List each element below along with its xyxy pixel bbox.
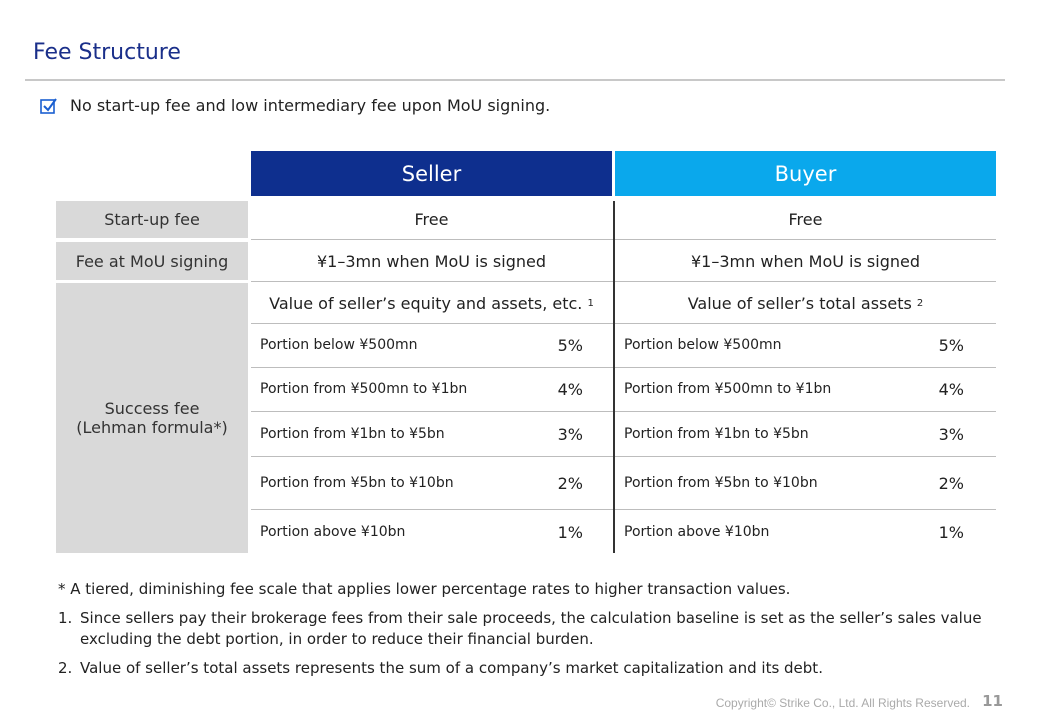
page-number: 11 — [982, 692, 1003, 710]
buyer-tier-label: Portion below ¥500mn — [624, 337, 782, 353]
copyright: Copyright© Strike Co., Ltd. All Rights R… — [715, 696, 970, 710]
bullet-point: No start-up fee and low intermediary fee… — [40, 96, 550, 115]
buyer-tier-pct: 1% — [938, 523, 964, 542]
row-label-mou: Fee at MoU signing — [56, 242, 248, 280]
buyer-basis-text: Value of seller’s total assets — [687, 293, 912, 313]
success-label-line1: Success fee — [104, 399, 200, 418]
seller-basis-text: Value of seller’s equity and assets, etc… — [269, 293, 583, 313]
header-buyer: Buyer — [615, 151, 996, 196]
row-divider — [251, 281, 996, 282]
cell-seller-basis: Value of seller’s equity and assets, etc… — [251, 283, 612, 323]
footnote-marker: 1 — [587, 297, 594, 309]
row-label-startup: Start-up fee — [56, 201, 248, 238]
seller-tier-label: Portion below ¥500mn — [260, 337, 418, 353]
footnote-1: 1. Since sellers pay their brokerage fee… — [58, 608, 998, 650]
footnote-number: 1. — [58, 609, 73, 627]
checkbox-checked-icon — [40, 97, 57, 114]
row-divider — [251, 509, 996, 510]
bullet-text: No start-up fee and low intermediary fee… — [70, 96, 551, 115]
seller-tier-label: Portion above ¥10bn — [260, 524, 406, 540]
footnote-number: 2. — [58, 659, 73, 677]
seller-tier-pct: 2% — [557, 474, 583, 493]
cell-buyer-startup: Free — [788, 210, 823, 229]
row-divider — [251, 456, 996, 457]
cell-buyer-basis: Value of seller’s total assets 2 — [615, 283, 996, 323]
buyer-tier-label: Portion from ¥500mn to ¥1bn — [624, 381, 832, 397]
title-divider — [25, 79, 1005, 81]
row-label-success: Success fee (Lehman formula*) — [56, 283, 248, 553]
buyer-tier-pct: 5% — [938, 336, 964, 355]
seller-tier-pct: 5% — [557, 336, 583, 355]
footnote-text: Since sellers pay their brokerage fees f… — [80, 609, 982, 648]
seller-tier-pct: 1% — [557, 523, 583, 542]
footnote-star: * A tiered, diminishing fee scale that a… — [58, 580, 791, 598]
seller-tier-label: Portion from ¥500mn to ¥1bn — [260, 381, 468, 397]
buyer-tier-pct: 4% — [938, 380, 964, 399]
page-title: Fee Structure — [33, 40, 181, 65]
seller-tier-label: Portion from ¥5bn to ¥10bn — [260, 475, 454, 491]
buyer-tier-label: Portion from ¥1bn to ¥5bn — [624, 426, 809, 442]
seller-tier-label: Portion from ¥1bn to ¥5bn — [260, 426, 445, 442]
cell-seller-mou: ¥1–3mn when MoU is signed — [317, 251, 546, 271]
seller-tier-pct: 3% — [557, 425, 583, 444]
row-divider — [251, 323, 996, 324]
header-seller: Seller — [251, 151, 612, 196]
seller-tier-pct: 4% — [557, 380, 583, 399]
row-divider — [251, 239, 996, 240]
cell-buyer-mou: ¥1–3mn when MoU is signed — [691, 251, 920, 271]
cell-seller-startup: Free — [414, 210, 449, 229]
buyer-tier-pct: 3% — [938, 425, 964, 444]
buyer-tier-pct: 2% — [938, 474, 964, 493]
row-divider — [251, 411, 996, 412]
footnote-text: Value of seller’s total assets represent… — [80, 659, 823, 677]
footnote-marker: 2 — [916, 297, 924, 309]
footnote-2: 2. Value of seller’s total assets repres… — [58, 658, 998, 679]
row-divider — [251, 367, 996, 368]
success-label-line2: (Lehman formula*) — [76, 418, 228, 437]
buyer-tier-label: Portion above ¥10bn — [624, 524, 770, 540]
buyer-tier-label: Portion from ¥5bn to ¥10bn — [624, 475, 818, 491]
column-divider — [613, 201, 615, 553]
footnotes: * A tiered, diminishing fee scale that a… — [58, 579, 998, 687]
